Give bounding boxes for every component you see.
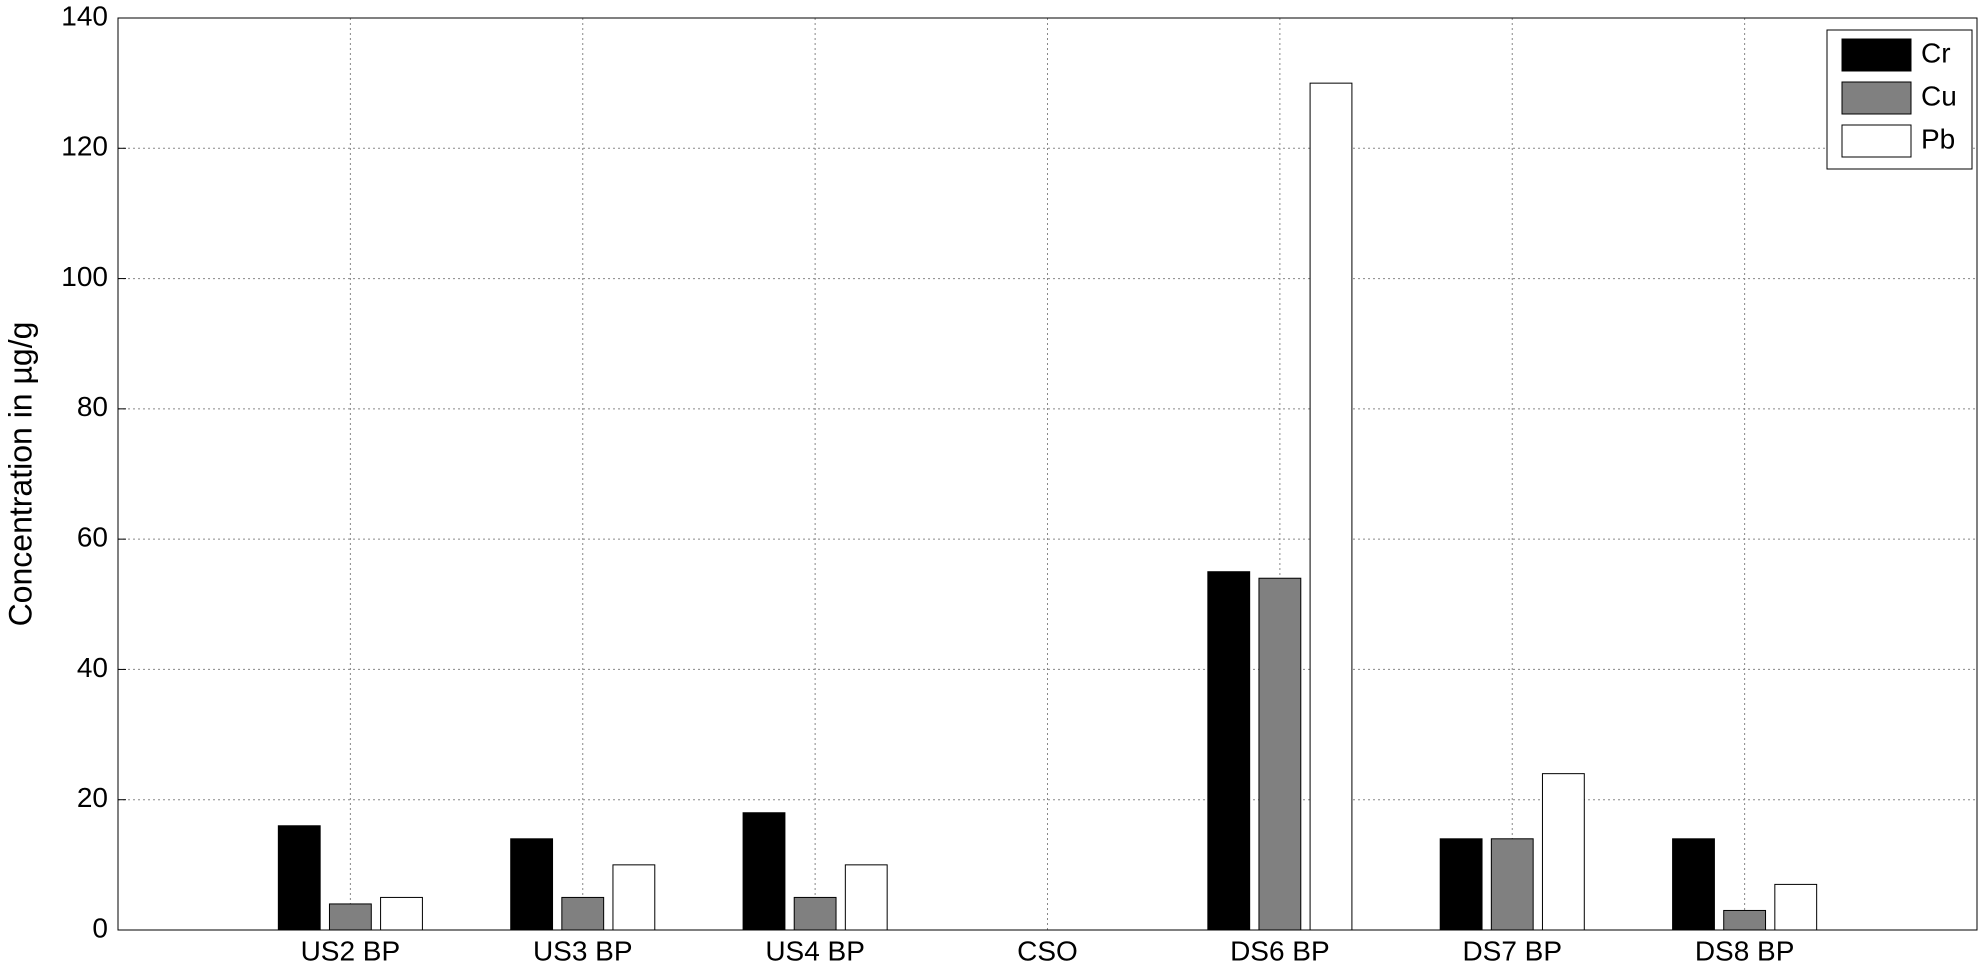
bar (1258, 577, 1302, 931)
legend-swatch (1841, 124, 1912, 158)
x-tick-label: US3 BP (533, 935, 633, 964)
bar (380, 896, 423, 931)
bar (277, 825, 321, 931)
bar (1541, 773, 1585, 931)
legend-label: Cr (1921, 37, 1951, 68)
y-tick-label: 40 (77, 652, 108, 683)
bar (612, 864, 656, 931)
y-tick-label: 60 (77, 522, 108, 553)
legend-label: Pb (1921, 123, 1955, 154)
y-tick-label: 140 (61, 0, 108, 31)
y-tick-label: 20 (77, 782, 108, 813)
plot-frame (117, 17, 1978, 931)
bar (1309, 82, 1353, 931)
x-tick-label: DS7 BP (1462, 935, 1562, 964)
y-tick-label: 80 (77, 391, 108, 422)
bar (844, 864, 888, 931)
legend-label: Cu (1921, 80, 1957, 111)
y-axis-label: Concentration in µg/g (2, 322, 38, 627)
y-tick-label: 120 (61, 131, 108, 162)
y-tick-label: 0 (92, 912, 108, 943)
bar (793, 896, 837, 931)
y-tick-label: 100 (61, 261, 108, 292)
bar (328, 903, 372, 931)
bar (510, 838, 554, 931)
bar (1207, 571, 1251, 931)
bar (742, 812, 786, 931)
legend-swatch (1841, 38, 1912, 72)
bar (1490, 838, 1534, 931)
bar (1439, 838, 1483, 931)
legend-swatch (1841, 81, 1912, 115)
bar (1672, 838, 1715, 931)
x-tick-label: DS8 BP (1695, 935, 1795, 964)
x-tick-label: DS6 BP (1230, 935, 1330, 964)
x-tick-label: US4 BP (765, 935, 865, 964)
bar (1723, 909, 1767, 931)
bar (1774, 883, 1818, 931)
x-tick-label: US2 BP (301, 935, 401, 964)
x-tick-label: CSO (1017, 935, 1078, 964)
bar (561, 896, 605, 931)
